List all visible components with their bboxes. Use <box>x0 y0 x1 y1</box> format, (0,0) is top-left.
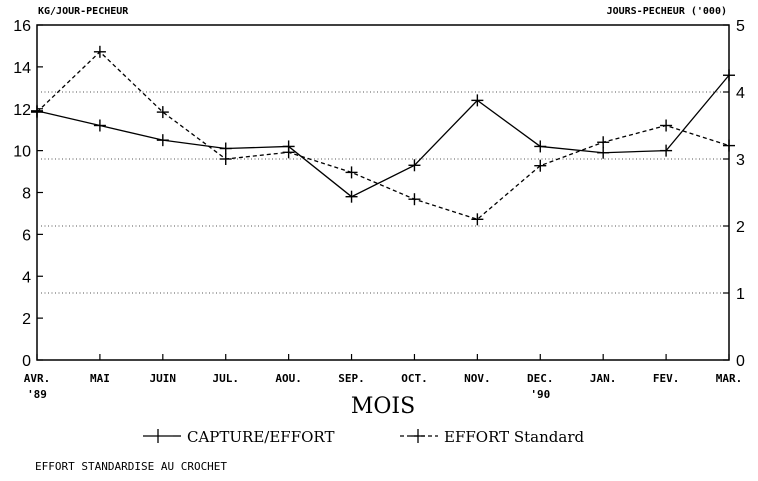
x-axis-tick-label-sep: SEP. <box>338 372 365 385</box>
left-axis-tick-label: 8 <box>22 186 31 203</box>
legend: CAPTURE/EFFORT EFFORT Standard <box>143 428 584 446</box>
legend-label-capture-effort: CAPTURE/EFFORT <box>187 428 334 446</box>
legend-item-effort-standard: EFFORT Standard <box>400 428 584 446</box>
data-point-effort-standard <box>408 193 421 206</box>
x-axis: AVR. MAI JUIN JUL. AOU. SEP. OCT. NOV. DEC. JAN. F… <box>24 354 743 401</box>
legend-label-effort-standard: EFFORT Standard <box>444 428 584 446</box>
left-axis-tick-label: 2 <box>22 311 31 328</box>
data-point-capture-effort <box>408 159 421 172</box>
left-axis-tick-label: 10 <box>13 144 31 161</box>
data-point-effort-standard <box>534 159 547 172</box>
data-point-capture-effort <box>345 190 358 203</box>
series-line-effort-standard <box>36 50 730 221</box>
x-axis-title: MOIS <box>351 394 415 419</box>
x-axis-tick-label-jul: JUL. <box>212 372 239 385</box>
data-point-effort-standard <box>471 213 484 226</box>
left-axis-tick-label: 12 <box>13 102 31 119</box>
left-axis: 0 2 4 6 8 10 12 14 16 <box>13 18 43 370</box>
data-point-capture-effort <box>723 69 735 82</box>
left-axis-tick-label: 0 <box>22 353 31 370</box>
data-point-capture-effort <box>534 140 547 153</box>
data-point-capture-effort <box>93 119 106 132</box>
data-point-effort-standard <box>597 136 610 149</box>
data-point-capture-effort <box>597 146 610 159</box>
data-point-effort-standard <box>282 146 295 159</box>
left-axis-tick-label: 6 <box>22 227 31 244</box>
x-axis-tick-label-aou: AOU. <box>275 372 302 385</box>
left-axis-title: KG/JOUR-PECHEUR <box>38 6 129 17</box>
x-axis-tick-label-nov: NOV. <box>464 372 491 385</box>
data-point-effort-standard <box>31 106 43 119</box>
right-axis-tick-label: 1 <box>736 286 745 303</box>
left-axis-tick-label: 14 <box>13 60 31 77</box>
footnote: EFFORT STANDARDISE AU CROCHET <box>35 460 227 473</box>
x-axis-tick-label-mai: MAI <box>90 372 110 385</box>
x-axis-year-label: '89 <box>27 388 47 401</box>
x-axis-tick-label-oct: OCT. <box>401 372 428 385</box>
right-axis: 0 1 2 3 4 5 <box>723 18 745 370</box>
x-axis-tick-label-avr: AVR. <box>24 372 51 385</box>
right-axis-tick-label: 4 <box>736 85 745 102</box>
right-axis-title: JOURS-PECHEUR ('000) <box>607 6 727 17</box>
data-point-effort-standard <box>93 45 106 58</box>
data-point-capture-effort <box>471 94 484 107</box>
right-axis-tick-label: 5 <box>736 18 745 35</box>
data-point-capture-effort <box>219 142 232 155</box>
legend-item-capture-effort: CAPTURE/EFFORT <box>143 428 334 446</box>
x-axis-tick-label-mar: MAR. <box>716 372 743 385</box>
data-point-effort-standard <box>219 153 232 165</box>
data-point-capture-effort <box>156 134 169 147</box>
x-axis-tick-label-jan: JAN. <box>590 372 617 385</box>
data-point-effort-standard <box>345 166 358 179</box>
right-axis-tick-label: 2 <box>736 219 745 236</box>
x-axis-tick-label-fev: FEV. <box>653 372 680 385</box>
left-axis-tick-label: 4 <box>22 269 31 286</box>
data-point-effort-standard <box>723 139 735 152</box>
data-point-effort-standard <box>156 106 169 119</box>
series-layer <box>31 45 735 226</box>
x-axis-tick-label-dec: DEC. <box>527 372 554 385</box>
x-axis-tick-label-juin: JUIN <box>150 372 177 385</box>
series-line-capture-effort <box>36 74 730 198</box>
data-point-capture-effort <box>660 144 673 157</box>
left-axis-tick-label: 16 <box>13 18 31 35</box>
x-axis-year-label: '90 <box>530 388 550 401</box>
right-axis-tick-label: 0 <box>736 353 745 370</box>
right-axis-tick-label: 3 <box>736 152 745 169</box>
data-point-effort-standard <box>660 119 673 132</box>
